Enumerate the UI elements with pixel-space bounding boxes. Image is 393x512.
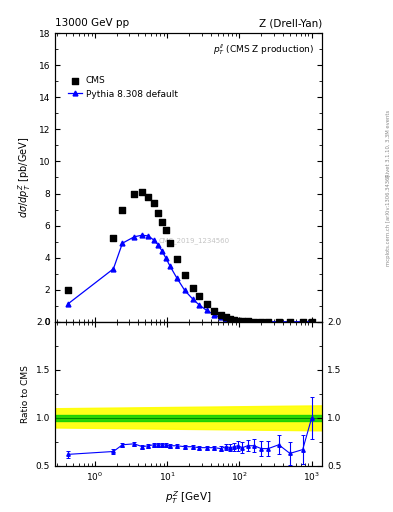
Pythia 8.308 default: [309, 318, 314, 325]
Pythia 8.308 default: [219, 314, 223, 321]
Pythia 8.308 default: [245, 318, 250, 325]
CMS: [145, 193, 152, 201]
CMS: [64, 286, 71, 294]
CMS: [162, 226, 169, 234]
CMS: [275, 317, 282, 326]
Text: Rivet 3.1.10, 3.3M events: Rivet 3.1.10, 3.3M events: [386, 110, 391, 177]
CMS: [227, 315, 233, 323]
CMS: [203, 300, 209, 308]
Pythia 8.308 default: [300, 318, 305, 325]
CMS: [167, 239, 173, 247]
CMS: [299, 317, 306, 326]
CMS: [251, 317, 257, 326]
CMS: [110, 234, 117, 243]
Pythia 8.308 default: [228, 317, 233, 323]
Text: mcplots.cern.ch [arXiv:1306.3436]: mcplots.cern.ch [arXiv:1306.3436]: [386, 175, 391, 266]
Pythia 8.308 default: [163, 254, 168, 261]
CMS: [218, 311, 224, 319]
Text: 13000 GeV pp: 13000 GeV pp: [55, 18, 129, 28]
CMS: [258, 317, 264, 326]
Pythia 8.308 default: [252, 318, 257, 325]
CMS: [196, 292, 202, 300]
CMS: [265, 317, 271, 326]
Y-axis label: Ratio to CMS: Ratio to CMS: [21, 365, 30, 423]
Pythia 8.308 default: [240, 318, 245, 324]
Pythia 8.308 default: [160, 248, 164, 254]
Pythia 8.308 default: [224, 316, 228, 322]
Legend: CMS, Pythia 8.308 default: CMS, Pythia 8.308 default: [65, 72, 181, 102]
CMS: [287, 317, 293, 326]
CMS: [244, 317, 251, 326]
CMS: [131, 189, 138, 198]
Pythia 8.308 default: [140, 232, 145, 238]
CMS: [119, 205, 126, 214]
Text: $p_T^{ll}$ (CMS Z production): $p_T^{ll}$ (CMS Z production): [213, 42, 314, 57]
CMS: [223, 313, 229, 322]
CMS: [139, 188, 145, 196]
Pythia 8.308 default: [266, 318, 270, 325]
CMS: [151, 199, 157, 207]
Pythia 8.308 default: [232, 317, 237, 324]
Pythia 8.308 default: [182, 287, 187, 293]
Pythia 8.308 default: [146, 233, 151, 239]
Pythia 8.308 default: [151, 237, 156, 243]
CMS: [189, 284, 196, 292]
Pythia 8.308 default: [288, 318, 292, 325]
CMS: [155, 209, 161, 217]
Pythia 8.308 default: [174, 274, 179, 281]
CMS: [231, 316, 237, 324]
Pythia 8.308 default: [204, 307, 209, 313]
Pythia 8.308 default: [276, 318, 281, 325]
Pythia 8.308 default: [132, 233, 137, 240]
Pythia 8.308 default: [196, 302, 201, 308]
Text: Z (Drell-Yan): Z (Drell-Yan): [259, 18, 322, 28]
X-axis label: $p_T^Z$ [GeV]: $p_T^Z$ [GeV]: [165, 489, 212, 505]
Pythia 8.308 default: [190, 296, 195, 302]
Pythia 8.308 default: [235, 318, 240, 324]
Line: Pythia 8.308 default: Pythia 8.308 default: [65, 233, 314, 324]
CMS: [159, 218, 165, 226]
CMS: [239, 317, 246, 325]
CMS: [173, 255, 180, 263]
Pythia 8.308 default: [212, 312, 217, 318]
Pythia 8.308 default: [65, 301, 70, 307]
Pythia 8.308 default: [259, 318, 264, 325]
Pythia 8.308 default: [120, 240, 125, 246]
Pythia 8.308 default: [156, 242, 160, 248]
Pythia 8.308 default: [111, 266, 116, 272]
CMS: [309, 317, 315, 326]
Text: CMS_2019_1234560: CMS_2019_1234560: [158, 238, 230, 244]
Bar: [55, 415, 322, 421]
CMS: [182, 271, 188, 280]
Y-axis label: $d\sigma/dp_T^Z$ [pb/GeV]: $d\sigma/dp_T^Z$ [pb/GeV]: [16, 137, 33, 218]
CMS: [211, 307, 218, 315]
Pythia 8.308 default: [168, 263, 173, 269]
CMS: [235, 316, 241, 325]
